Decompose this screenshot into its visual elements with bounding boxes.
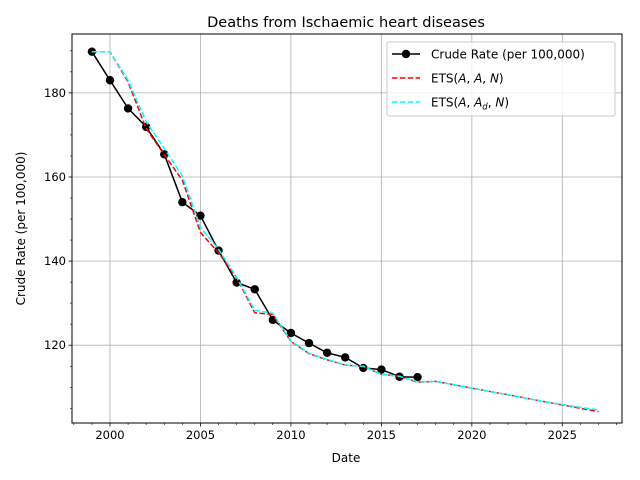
data-point: [123, 104, 133, 113]
x-tick-label: 2020: [457, 428, 486, 442]
x-tick-label: 2015: [367, 428, 396, 442]
y-tick-label: 140: [44, 254, 66, 268]
data-point: [286, 328, 296, 338]
legend-label-part: A: [473, 72, 482, 86]
legend-label-part: A: [457, 72, 466, 86]
x-tick-label: 2025: [548, 428, 577, 442]
plot-frame: [71, 33, 623, 424]
axis-ticks: 2000 2005 2010 2015 2020 2025 120 140 160 180: [44, 50, 617, 442]
legend-label-part: ): [504, 96, 509, 110]
data-point: [413, 372, 422, 382]
data-point: [196, 211, 205, 220]
legend-box: [386, 41, 616, 117]
y-tick-label: 180: [44, 86, 66, 100]
data-point: [322, 348, 332, 357]
x-axis-label: Date: [332, 451, 361, 465]
series-line: [91, 50, 599, 411]
data-point: [377, 365, 386, 374]
y-tick-label: 160: [44, 170, 66, 184]
data-point: [232, 278, 241, 287]
data-point: [178, 198, 187, 207]
data-point: [105, 76, 115, 85]
legend-label-part: ETS(: [431, 72, 458, 86]
y-axis-label: Crude Rate (per 100,000): [14, 152, 28, 306]
x-tick-label: 2005: [186, 428, 215, 442]
legend-label-part: ETS(: [431, 96, 458, 110]
data-point: [304, 338, 314, 348]
legend-label: ETS(A, Ad, N): [431, 96, 509, 113]
data-point: [340, 353, 350, 362]
legend: Crude Rate (per 100,000)ETS(A, A, N)ETS(…: [386, 41, 616, 117]
legend-label-part: A: [457, 96, 466, 110]
series-layer: [87, 47, 599, 413]
legend-label-part: ,: [466, 72, 474, 86]
y-tick-label: 120: [44, 338, 66, 352]
x-tick-label: 2010: [276, 428, 305, 442]
legend-label: ETS(A, A, N): [431, 72, 504, 86]
legend-label-part: N: [495, 96, 504, 110]
x-tick-label: 2000: [95, 428, 124, 442]
legend-marker: [401, 49, 411, 59]
legend-label-part: d: [482, 103, 488, 113]
legend-label-part: ): [499, 72, 504, 86]
legend-label-part: ,: [466, 96, 474, 110]
data-point: [250, 285, 259, 294]
legend-label: Crude Rate (per 100,000): [431, 48, 585, 62]
legend-label-part: ,: [482, 72, 490, 86]
legend-label-part: ,: [488, 96, 496, 110]
chart-title: Deaths from Ischaemic heart diseases: [207, 15, 485, 31]
legend-label-part: A: [473, 96, 482, 110]
legend-label-part: N: [490, 72, 499, 86]
